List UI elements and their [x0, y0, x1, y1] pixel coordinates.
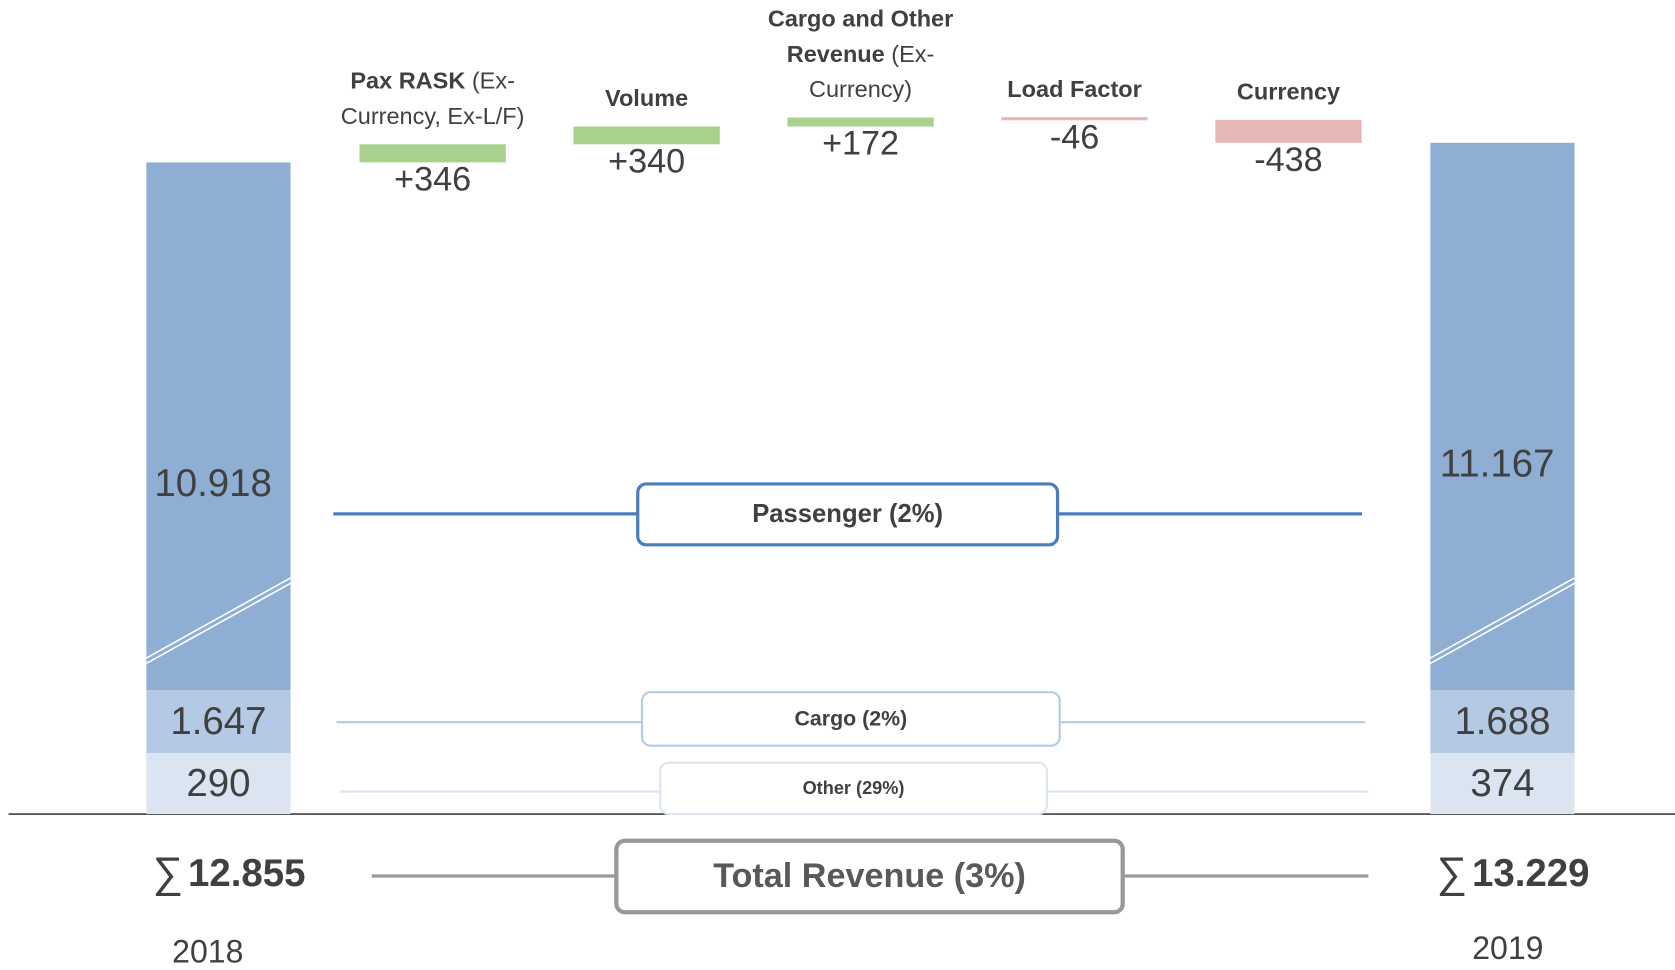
category-title: Cargo and Other Revenue — [767, 5, 954, 68]
category-label-text: Cargo and Other Revenue (Ex-Currency) — [754, 0, 968, 107]
category-text: Currency — [1182, 74, 1396, 109]
total-symbol: ∑ — [1437, 849, 1467, 897]
stack-segment — [1430, 753, 1575, 815]
category-label-text: Pax RASK (Ex-Currency, Ex-L/F) — [326, 0, 540, 134]
period-label: 2018 — [172, 933, 243, 969]
category-text: Pax RASK (Ex-Currency, Ex-L/F) — [326, 63, 540, 134]
category-title: Volume — [605, 84, 689, 112]
total-value: 12.855 — [188, 852, 306, 895]
axis-break — [1429, 582, 1575, 665]
stack-segment — [146, 753, 291, 815]
axis-break — [1429, 577, 1575, 659]
total-symbol: ∑ — [153, 849, 183, 897]
segment-label: 11.167 — [1440, 443, 1555, 486]
bridge-bar — [573, 126, 720, 145]
category-text: Load Factor — [968, 71, 1182, 106]
category-label-text: Volume — [540, 0, 754, 116]
bridge-bar — [359, 144, 506, 163]
axis-break — [145, 582, 291, 665]
axis-break — [145, 577, 291, 659]
stack-segment — [146, 690, 291, 754]
category-note: (Ex-Currency) — [808, 40, 935, 103]
series-box — [659, 761, 1048, 816]
category-label: Cargo and Other Revenue (Ex-Currency) — [754, 0, 968, 107]
series-name: Cargo (2%) — [794, 707, 907, 731]
segment-label: 290 — [186, 762, 250, 805]
category-label: Load Factor — [968, 0, 1182, 106]
series-name: Passenger (2%) — [752, 500, 943, 528]
bridge-label: +346 — [394, 161, 471, 199]
segment-label: 374 — [1470, 762, 1534, 805]
category-label: Pax RASK (Ex-Currency, Ex-L/F) — [326, 0, 540, 134]
series-box — [640, 691, 1061, 747]
bridge-label: -46 — [1050, 119, 1099, 157]
total-name: Total Revenue (3%) — [713, 857, 1026, 895]
total-label: ∑ 12.855 — [153, 849, 306, 897]
total-label: ∑ 13.229 — [1437, 849, 1590, 897]
bridge-label: +340 — [608, 143, 685, 181]
bridge-label: +172 — [822, 125, 899, 163]
category-label-text: Currency — [1182, 0, 1396, 109]
stack-segment — [1430, 690, 1575, 754]
series-name: Other (29%) — [803, 778, 905, 798]
period-label: 2019 — [1472, 930, 1543, 966]
bridge-bar — [1001, 117, 1148, 121]
bridge-bar — [1215, 119, 1362, 143]
stack-segment — [146, 162, 291, 691]
segment-label: 1.688 — [1454, 700, 1550, 743]
category-note: (Ex-Currency, Ex-L/F) — [340, 67, 525, 130]
series-box — [636, 482, 1060, 547]
category-text: Volume — [540, 81, 754, 116]
category-label: Volume — [540, 0, 754, 116]
segment-label: 10.918 — [154, 462, 272, 505]
category-title: Load Factor — [1007, 75, 1142, 103]
bridge-label: -438 — [1254, 141, 1322, 179]
category-text: Cargo and Other Revenue (Ex-Currency) — [754, 1, 968, 107]
total-box — [614, 838, 1125, 915]
bridge-bar — [787, 117, 934, 127]
category-title: Pax RASK — [350, 67, 466, 95]
category-label-text: Load Factor — [968, 0, 1182, 106]
total-value: 13.229 — [1472, 852, 1590, 895]
stack-segment — [1430, 142, 1575, 691]
segment-label: 1.647 — [170, 700, 266, 743]
category-title: Currency — [1236, 78, 1341, 105]
category-label: Currency — [1182, 0, 1396, 109]
